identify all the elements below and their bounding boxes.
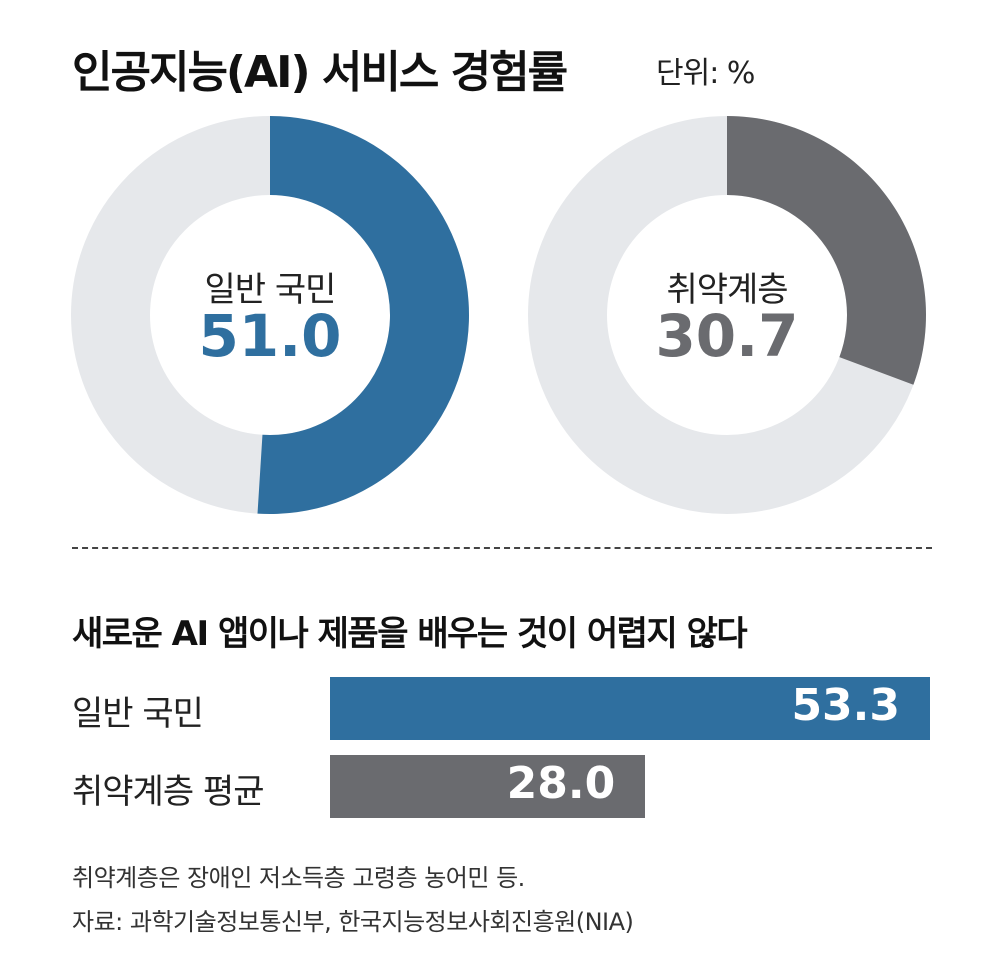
donut-charts (71, 115, 926, 515)
unit-label: 단위: % (656, 56, 755, 91)
bar-chart-title: 새로운 AI 앱이나 제품을 배우는 것이 어렵지 않다 (72, 614, 748, 654)
donut-label-general: 일반 국민 (204, 270, 337, 310)
bar-vulnerable (330, 755, 646, 818)
bar-value-vulnerable: 28.0 (506, 758, 616, 809)
donut-slice (727, 116, 926, 385)
donut-slice (257, 115, 470, 515)
bar-label-vulnerable: 취약계층 평균 (72, 772, 264, 812)
bar-general (330, 677, 930, 740)
source-note: 자료: 과학기술정보통신부, 한국지능정보사회진흥원(NIA) (72, 908, 634, 936)
footnote: 취약계층은 장애인 저소득층 고령층 농어민 등. (72, 864, 525, 892)
bar-label-general: 일반 국민 (72, 694, 204, 734)
donut-value-vulnerable: 30.7 (655, 302, 799, 370)
bar-value-general: 53.3 (791, 680, 900, 731)
divider (72, 547, 932, 549)
chart-title: 인공지능(AI) 서비스 경험률 (72, 47, 568, 98)
donut-label-vulnerable: 취약계층 (666, 270, 788, 310)
donut-value-general: 51.0 (198, 302, 342, 370)
